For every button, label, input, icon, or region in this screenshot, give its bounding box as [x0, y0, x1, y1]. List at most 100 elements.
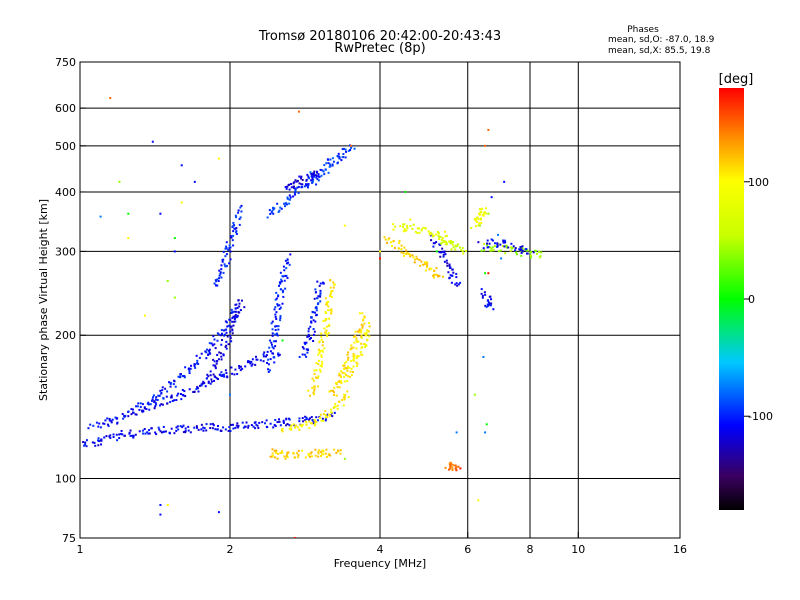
- data-point: [278, 209, 281, 212]
- data-point: [235, 303, 238, 306]
- data-point: [288, 202, 291, 205]
- data-point: [268, 209, 271, 212]
- data-point: [307, 452, 310, 455]
- data-point: [247, 426, 250, 429]
- data-point: [313, 424, 316, 427]
- data-point: [183, 390, 186, 393]
- data-point: [317, 179, 320, 182]
- data-point: [145, 408, 148, 411]
- data-point: [299, 424, 302, 427]
- data-point: [174, 385, 177, 388]
- y-tick-label: 100: [55, 473, 76, 486]
- data-point: [216, 353, 219, 356]
- data-point: [328, 295, 331, 298]
- data-point: [281, 291, 284, 294]
- data-point: [317, 455, 320, 458]
- data-point: [285, 274, 288, 277]
- data-point: [308, 338, 311, 341]
- data-point: [449, 266, 452, 269]
- data-point: [127, 212, 130, 215]
- data-point: [106, 417, 109, 420]
- data-point: [138, 408, 141, 411]
- data-point: [278, 420, 281, 423]
- data-point: [110, 421, 113, 424]
- data-point: [326, 325, 329, 328]
- data-point: [489, 249, 492, 252]
- data-point: [286, 196, 289, 199]
- data-point: [215, 280, 218, 283]
- data-point: [225, 253, 228, 256]
- data-point: [342, 404, 345, 407]
- data-point: [486, 242, 489, 245]
- data-point: [143, 406, 146, 409]
- data-point: [290, 427, 293, 430]
- data-point: [207, 353, 210, 356]
- data-point: [177, 428, 180, 431]
- data-point: [412, 256, 415, 259]
- data-point: [98, 422, 101, 425]
- data-point: [274, 328, 277, 331]
- data-point: [441, 241, 444, 244]
- data-point: [84, 443, 87, 446]
- data-point: [483, 291, 486, 294]
- data-point: [235, 216, 238, 219]
- data-point: [519, 249, 522, 252]
- data-point: [454, 467, 457, 470]
- data-point: [236, 306, 239, 309]
- data-point: [490, 247, 493, 250]
- data-point: [214, 428, 217, 431]
- data-point: [229, 430, 232, 433]
- data-point: [284, 202, 287, 205]
- data-point: [476, 216, 479, 219]
- data-point: [234, 368, 237, 371]
- data-point: [346, 365, 349, 368]
- data-point: [474, 225, 477, 228]
- data-point: [104, 419, 107, 422]
- data-point: [328, 454, 331, 457]
- data-point: [235, 231, 238, 234]
- data-point: [229, 337, 232, 340]
- data-point: [300, 186, 303, 189]
- data-point: [209, 423, 212, 426]
- data-point: [184, 395, 187, 398]
- data-point: [329, 414, 332, 417]
- data-point: [221, 339, 224, 342]
- data-point: [225, 340, 228, 343]
- data-point: [343, 372, 346, 375]
- data-point: [272, 212, 275, 215]
- data-point: [484, 272, 487, 275]
- data-point: [444, 253, 447, 256]
- data-point: [138, 430, 141, 433]
- data-point: [423, 261, 426, 264]
- data-point: [282, 420, 285, 423]
- data-point: [127, 415, 130, 418]
- data-point: [452, 246, 455, 249]
- data-point: [487, 128, 490, 131]
- data-point: [109, 97, 112, 100]
- data-point: [314, 420, 317, 423]
- data-point: [222, 426, 225, 429]
- data-point: [337, 449, 340, 452]
- data-point: [195, 388, 198, 391]
- data-point: [158, 394, 161, 397]
- data-point: [324, 331, 327, 334]
- data-point: [273, 449, 276, 452]
- data-point: [344, 156, 347, 159]
- data-point: [234, 313, 237, 316]
- data-point: [219, 334, 222, 337]
- data-point: [444, 235, 447, 238]
- data-point: [91, 441, 94, 444]
- data-point: [276, 304, 279, 307]
- data-point: [283, 269, 286, 272]
- data-point: [323, 347, 326, 350]
- data-point: [434, 273, 437, 276]
- data-point: [390, 244, 393, 247]
- data-point: [403, 228, 406, 231]
- data-point: [221, 375, 224, 378]
- data-point: [409, 253, 412, 256]
- y-tick-label: 750: [55, 56, 76, 69]
- data-point: [477, 499, 480, 502]
- data-point: [313, 385, 316, 388]
- data-point: [233, 315, 236, 318]
- data-point: [355, 339, 358, 342]
